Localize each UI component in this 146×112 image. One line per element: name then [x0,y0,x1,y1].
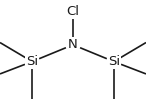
Text: Si: Si [108,55,120,68]
Text: Si: Si [26,55,38,68]
Text: Cl: Cl [66,5,80,18]
Text: N: N [68,38,78,51]
